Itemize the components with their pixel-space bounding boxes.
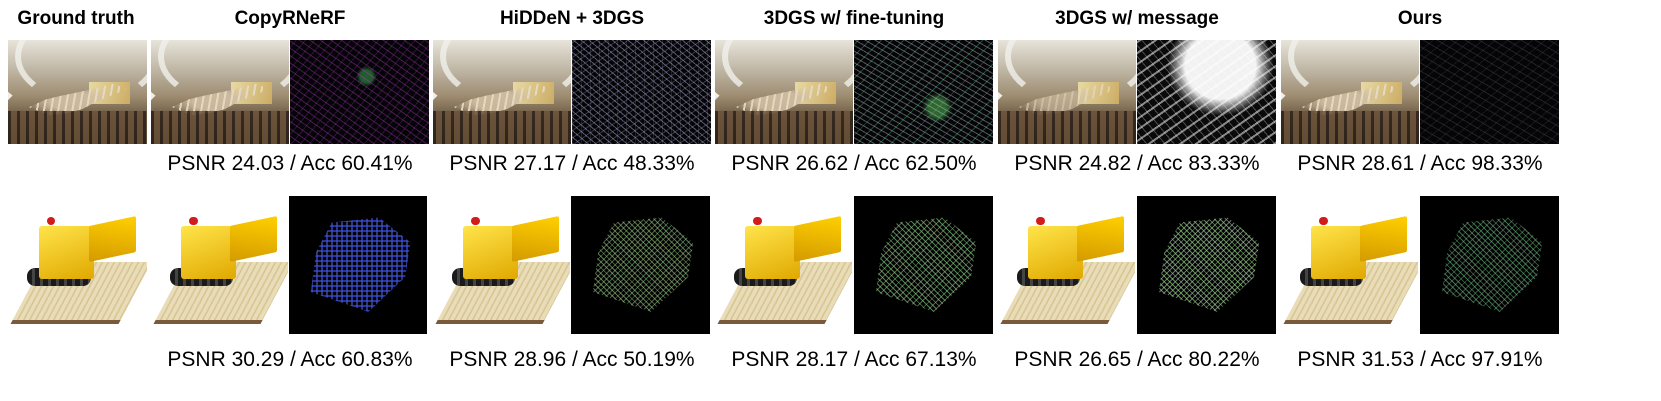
row1-hidden-3dgs-render: [433, 40, 571, 144]
row2-copyrnerf-diff-map: [289, 196, 427, 334]
header-ours: Ours: [1397, 8, 1443, 29]
row2-3dgs-message-metrics: PSNR 26.65 / Acc 80.22%: [1014, 348, 1260, 371]
row1-3dgs-fine-tuning-metrics: PSNR 26.62 / Acc 62.50%: [731, 152, 977, 175]
row1-3dgs-fine-tuning-render: [715, 40, 853, 144]
header-copyrnerf: CopyRNeRF: [234, 8, 346, 29]
row2-hidden-3dgs-render: [433, 196, 570, 334]
row2-3dgs-message-render: [998, 196, 1135, 334]
row2-3dgs-fine-tuning-metrics: PSNR 28.17 / Acc 67.13%: [731, 348, 977, 371]
row1-3dgs-fine-tuning-diff-map: [854, 40, 993, 144]
row2-3dgs-fine-tuning-diff-map: [854, 196, 993, 334]
row2-3dgs-fine-tuning-render: [715, 196, 852, 334]
row1-hidden-3dgs-diff-map: [572, 40, 711, 144]
row1-hidden-3dgs-metrics: PSNR 27.17 / Acc 48.33%: [449, 152, 695, 175]
header-ground-truth: Ground truth: [17, 8, 135, 29]
row2-hidden-3dgs-diff-map: [571, 196, 710, 334]
row2-ours-diff-map: [1420, 196, 1559, 334]
row1-3dgs-message-render: [998, 40, 1136, 144]
row2-hidden-3dgs-metrics: PSNR 28.96 / Acc 50.19%: [449, 348, 695, 371]
row1-ours-render: [1281, 40, 1419, 144]
row1-ground-truth-image: [8, 40, 147, 144]
row1-3dgs-message-metrics: PSNR 24.82 / Acc 83.33%: [1014, 152, 1260, 175]
header-3dgs-fine-tuning: 3DGS w/ fine-tuning: [763, 8, 945, 29]
row2-ours-render: [1281, 196, 1418, 334]
row2-copyrnerf-metrics: PSNR 30.29 / Acc 60.83%: [167, 348, 413, 371]
row1-copyrnerf-render: [151, 40, 289, 144]
row1-copyrnerf-metrics: PSNR 24.03 / Acc 60.41%: [167, 152, 413, 175]
header-3dgs-message: 3DGS w/ message: [1055, 8, 1219, 29]
row2-ground-truth-image: [8, 196, 147, 334]
row1-3dgs-message-diff-map: [1137, 40, 1276, 144]
row1-ours-diff-map: [1420, 40, 1559, 144]
row1-copyrnerf-diff-map: [290, 40, 429, 144]
row1-ours-metrics: PSNR 28.61 / Acc 98.33%: [1297, 152, 1543, 175]
row2-copyrnerf-render: [151, 196, 288, 334]
row2-ours-metrics: PSNR 31.53 / Acc 97.91%: [1297, 348, 1543, 371]
header-hidden-3dgs: HiDDeN + 3DGS: [499, 8, 645, 29]
row2-3dgs-message-diff-map: [1137, 196, 1276, 334]
